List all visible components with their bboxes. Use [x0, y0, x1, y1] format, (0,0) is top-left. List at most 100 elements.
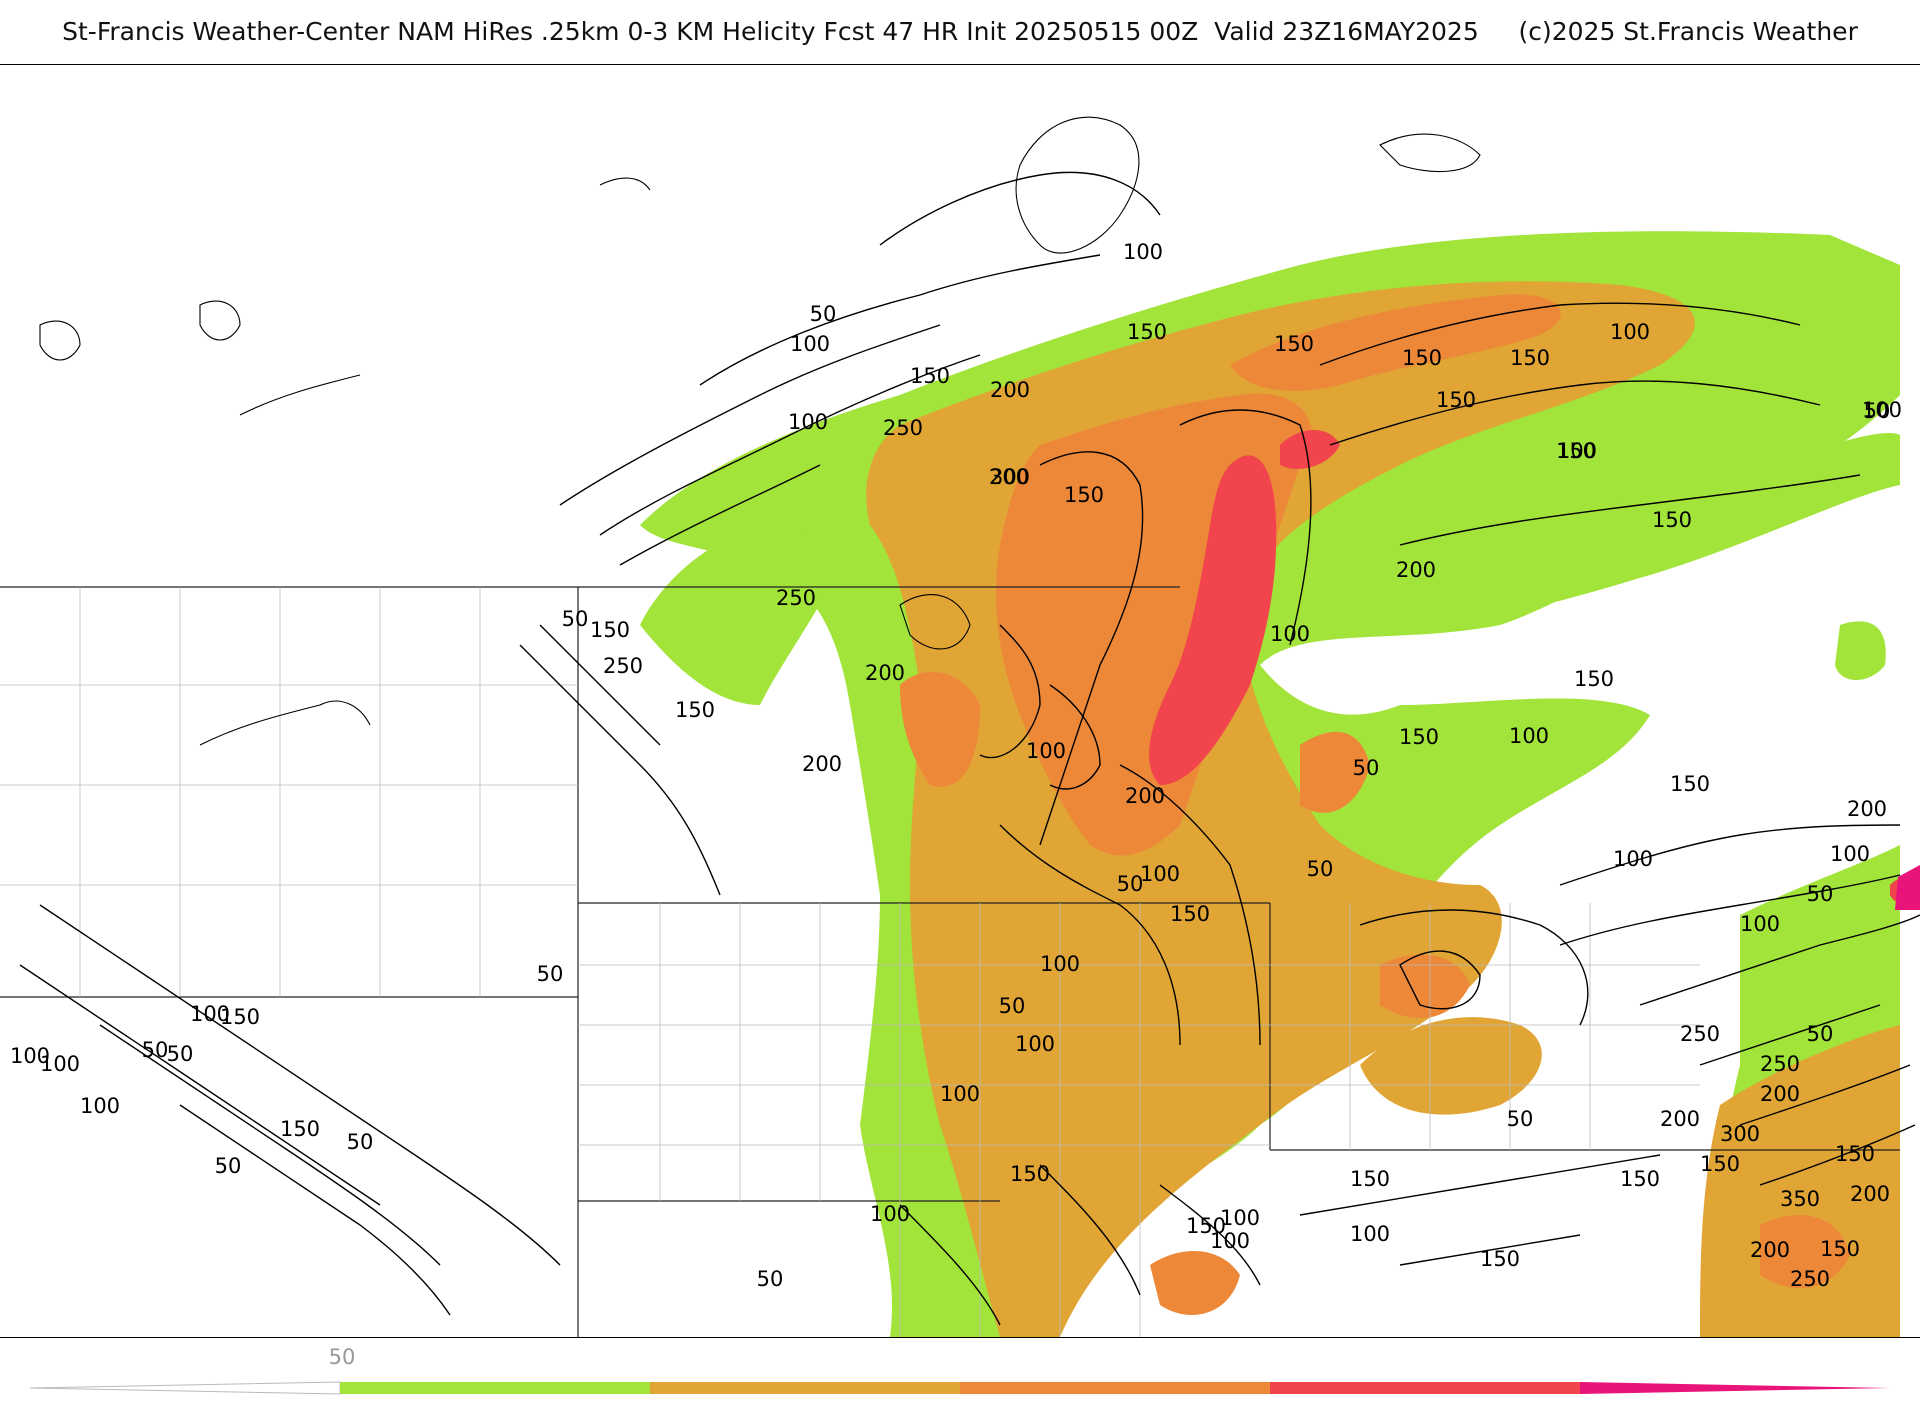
county-boundaries	[0, 587, 1700, 1337]
contour-label: 150	[220, 1005, 260, 1029]
map-panel[interactable]: 100 50 100 150 200 150 100 250 300 200 150 150 150 15…	[0, 64, 1920, 1338]
contour-label: 200	[1847, 797, 1887, 821]
contour-label: 150	[1402, 346, 1442, 370]
contour-label: 100	[790, 332, 830, 356]
contour-label: 50	[562, 607, 589, 631]
contour-label: 150	[1064, 483, 1104, 507]
contour-label: 200	[802, 752, 842, 776]
contour-label: 250	[883, 416, 923, 440]
contour-label: 100	[788, 410, 828, 434]
contour-label: 200	[1660, 1107, 1700, 1131]
contour-label: 100	[1210, 1229, 1250, 1253]
contour-label: 150	[1274, 332, 1314, 356]
shade-green-far-e	[1835, 621, 1886, 680]
contour-label: 100	[1862, 398, 1902, 422]
contour-label: 100	[1140, 862, 1180, 886]
shade-magenta-edge	[1895, 865, 1920, 910]
contour-label: 200	[1396, 558, 1436, 582]
legend-bar: 50	[29, 1345, 1890, 1395]
legend-swatch	[1270, 1382, 1580, 1394]
contour-label: 150	[1574, 667, 1614, 691]
contour-label: 250	[1790, 1267, 1830, 1291]
contour-label: 200	[1750, 1238, 1790, 1262]
contour-label: 100	[1740, 912, 1780, 936]
contour-label: 150	[1399, 725, 1439, 749]
shade-green-west	[640, 522, 830, 705]
contour-label: 100	[940, 1082, 980, 1106]
contour-label: 150	[590, 618, 630, 642]
contour-label: 150	[1010, 1162, 1050, 1186]
contour-label: 250	[776, 586, 816, 610]
shade-darkorange-se	[1760, 1215, 1850, 1289]
shade-orange-se	[1700, 1025, 1900, 1337]
contour-label: 100	[1613, 847, 1653, 871]
contour-label: 50	[999, 994, 1026, 1018]
contour-label: 100	[1123, 240, 1163, 264]
contour-label: 50	[215, 1154, 242, 1178]
contour-label: 50	[1307, 857, 1334, 881]
contour-label: 300	[990, 465, 1030, 489]
contour-label: 150	[1436, 388, 1476, 412]
legend-swatch	[650, 1382, 960, 1394]
contour-label: 100	[190, 1002, 230, 1026]
contour-label: 150	[1556, 439, 1596, 463]
contour-label: 150	[280, 1117, 320, 1141]
contour-label: 100	[1026, 739, 1066, 763]
contour-label: 150	[675, 698, 715, 722]
contour-label: 50	[1807, 882, 1834, 906]
contour-label: 100	[1015, 1032, 1055, 1056]
state-boundaries	[0, 586, 1900, 1337]
contour-label: 50	[757, 1267, 784, 1291]
contour-label: 50	[347, 1130, 374, 1154]
contour-label: 150	[1186, 1214, 1226, 1238]
contour-label: 100	[1509, 724, 1549, 748]
contour-label: 350	[1780, 1187, 1820, 1211]
contour-label: 50	[1117, 872, 1144, 896]
helicity-contours	[19, 171, 1920, 1326]
contour-label: 150	[1820, 1237, 1860, 1261]
legend-swatch	[960, 1382, 1270, 1394]
contour-label: 100	[1040, 952, 1080, 976]
shade-orange-east	[1360, 1017, 1542, 1115]
map-title: St-Francis Weather-Center NAM HiRes .25k…	[62, 16, 1858, 46]
contour-label: 150	[1170, 902, 1210, 926]
color-legend: 50	[0, 1340, 1920, 1400]
contour-label: 100	[1610, 320, 1650, 344]
contour-label: 100	[10, 1044, 50, 1068]
contour-label: 100	[80, 1094, 120, 1118]
legend-swatch	[1580, 1382, 1890, 1394]
legend-swatches	[29, 1381, 1890, 1395]
shade-red-core	[1149, 455, 1277, 785]
contour-label: 100	[1830, 842, 1870, 866]
shade-green-sw-strip	[870, 985, 1000, 1337]
shade-red-north	[1280, 430, 1340, 469]
contour-label: 200	[1125, 784, 1165, 808]
contour-label: 150	[910, 364, 950, 388]
contour-label: 250	[1680, 1022, 1720, 1046]
contour-label: 150	[1700, 1152, 1740, 1176]
legend-swatch	[29, 1381, 341, 1395]
contour-label: 50	[537, 962, 564, 986]
contour-label: 100	[40, 1052, 80, 1076]
contour-label: 150	[1480, 1247, 1520, 1271]
contour-label: 200	[865, 661, 905, 685]
contour-label: 250	[1760, 1052, 1800, 1076]
contour-label: 200	[990, 378, 1030, 402]
shade-darkorange-w	[900, 671, 980, 787]
contour-label: 250	[603, 654, 643, 678]
contour-label: 50	[1864, 399, 1891, 423]
contour-label: 100	[1220, 1206, 1260, 1230]
contour-label: 50	[167, 1042, 194, 1066]
contour-label: 150	[1835, 1142, 1875, 1166]
contour-label: 150	[1350, 1167, 1390, 1191]
contour-label: 50	[142, 1038, 169, 1062]
shade-green-ne	[1420, 433, 1900, 618]
shade-darkorange-s	[1150, 1251, 1240, 1315]
contour-label: 150	[1620, 1167, 1660, 1191]
contour-label: 50	[1353, 756, 1380, 780]
contour-label: 200	[989, 465, 1029, 489]
legend-label-50: 50	[329, 1345, 356, 1369]
contour-label: 150	[1652, 508, 1692, 532]
